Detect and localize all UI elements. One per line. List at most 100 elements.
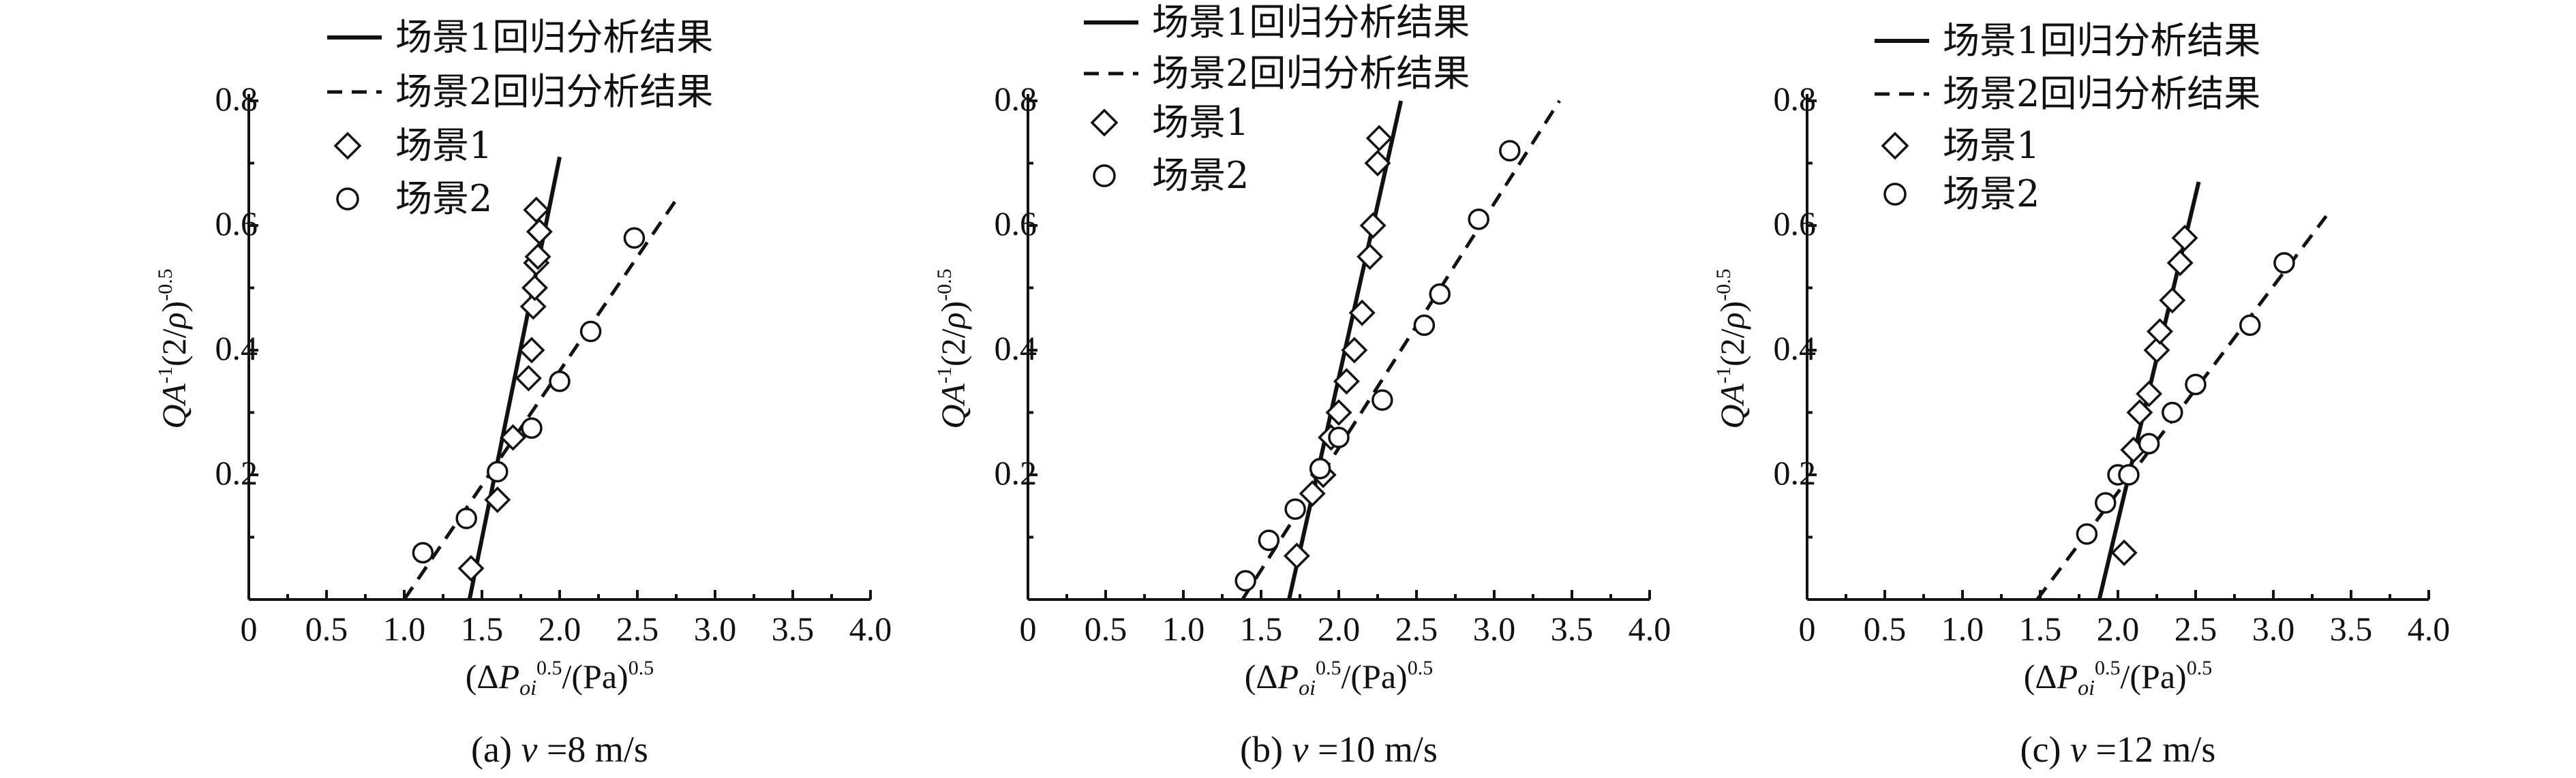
legend-label-fit1: 场景1回归分析结果 (1152, 1, 1470, 44)
regression-line-scene1 (467, 156, 562, 600)
legend-b: 场景1回归分析结果 场景2回归分析结果 场景1 场景2 (1084, 1, 1470, 197)
x-tick-label: 3.5 (772, 610, 815, 648)
data-point-scene2 (1499, 140, 1521, 161)
data-point-scene2 (1372, 389, 1393, 411)
x-tick-labels-a: 0 0.5 1.0 1.5 2.0 2.5 3.0 3.5 4.0 (241, 610, 892, 648)
data-point-scene2 (1234, 570, 1256, 592)
legend-label-fit2: 场景2回归分析结果 (1152, 52, 1470, 95)
data-point-scene1 (526, 218, 553, 245)
legend-label-fit1: 场景1回归分析结果 (1943, 19, 2260, 62)
legend-label-fit2: 场景2回归分析结果 (1943, 72, 2260, 115)
y-axis-label-c: QA-1(2/ρ)-0.5 (1712, 268, 1751, 429)
legend-label-scene2: 场景2 (395, 177, 492, 220)
legend-diamond-icon (333, 131, 362, 160)
y-tick-label: 0.8 (995, 80, 1037, 118)
data-point-scene1 (1357, 243, 1384, 270)
x-tick-label: 2.5 (2175, 610, 2217, 648)
data-point-scene2 (1309, 458, 1331, 480)
x-tick-label: 2.0 (539, 610, 581, 648)
data-point-scene2 (1429, 283, 1451, 305)
x-tick-label: 0.5 (305, 610, 348, 648)
panel-a: 场景1回归分析结果 场景2回归分析结果 场景1 场景2 0 0.5 1.0 1.… (154, 16, 892, 770)
x-tick-label: 2.5 (1395, 610, 1438, 648)
x-tick-label: 3.0 (1473, 610, 1516, 648)
legend-circle-icon (1093, 164, 1116, 187)
data-point-scene1 (1299, 480, 1326, 507)
legend-label-fit1: 场景1回归分析结果 (395, 16, 713, 59)
x-tick-label: 1.5 (1240, 610, 1283, 648)
data-point-scene2 (1328, 426, 1350, 448)
y-tick-label: 0.6 (1774, 204, 1817, 243)
x-tick-label: 0.5 (1085, 610, 1127, 648)
data-point-scene1 (2159, 287, 2186, 314)
data-point-scene2 (2076, 523, 2098, 545)
panel-b: 场景1回归分析结果 场景2回归分析结果 场景1 场景2 0 0.5 1.0 1.… (933, 1, 1671, 770)
data-point-scene1 (500, 424, 527, 451)
caption-a: (a) v =8 m/s (471, 729, 648, 770)
data-point-scene2 (1284, 498, 1306, 520)
x-tick-label: 2.5 (616, 610, 659, 648)
x-tick-label: 3.5 (2330, 610, 2373, 648)
y-tick-label: 0.4 (215, 329, 258, 367)
y-tick-labels-a: 0.2 0.4 0.6 0.8 (215, 80, 258, 492)
data-point-scene1 (524, 243, 551, 270)
regression-line-scene2 (1241, 99, 1561, 601)
data-point-scene1 (2143, 337, 2170, 364)
data-point-scene1 (523, 196, 550, 223)
x-tick-label: 1.5 (2019, 610, 2062, 648)
data-point-scene1 (1283, 542, 1310, 570)
x-tick-label: 4.0 (849, 610, 892, 648)
data-point-scene1 (1325, 399, 1352, 426)
data-point-scene2 (521, 417, 543, 439)
data-point-scene1 (2166, 249, 2194, 277)
data-point-scene1 (1348, 299, 1376, 326)
x-axis-label-b: (ΔPoi0.5/(Pa)0.5 (1245, 657, 1433, 700)
caption-c: (c) v =12 m/s (2020, 729, 2216, 770)
data-point-scene2 (623, 227, 646, 249)
legend-a: 场景1回归分析结果 场景2回归分析结果 场景1 场景2 (327, 16, 713, 220)
data-point-scene1 (515, 364, 542, 392)
x-tick-labels-b: 0 0.5 1.0 1.5 2.0 2.5 3.0 3.5 4.0 (1020, 610, 1671, 648)
y-tick-label: 0.6 (995, 204, 1037, 243)
x-tick-label: 0 (241, 610, 258, 648)
data-point-scene1 (1359, 212, 1387, 239)
caption-b: (b) v =10 m/s (1240, 729, 1438, 770)
x-tick-label: 3.5 (1551, 610, 1594, 648)
legend-label-scene2: 场景2 (1152, 154, 1249, 197)
legend-label-scene1: 场景1 (395, 124, 492, 167)
data-point-scene1 (1341, 337, 1368, 364)
data-point-scene2 (2118, 464, 2140, 486)
data-point-scene1 (518, 337, 545, 364)
data-point-scene2 (412, 542, 434, 564)
data-point-scene1 (521, 275, 548, 301)
y-tick-label: 0.2 (215, 454, 258, 492)
x-tick-label: 3.0 (694, 610, 737, 648)
x-axis-label-c: (ΔPoi0.5/(Pa)0.5 (2024, 657, 2212, 700)
y-tick-labels-c: 0.2 0.4 0.6 0.8 (1774, 80, 1817, 492)
data-point-scene1 (2126, 399, 2153, 426)
data-point-scene2 (579, 320, 602, 343)
data-point-scene1 (519, 293, 547, 320)
legend-c: 场景1回归分析结果 场景2回归分析结果 场景1 场景2 (1875, 19, 2260, 215)
data-point-scene2 (1413, 314, 1436, 337)
data-point-scene2 (455, 508, 477, 529)
legend-label-scene2: 场景2 (1943, 172, 2040, 215)
data-point-scene2 (2273, 252, 2295, 274)
data-point-scene1 (1333, 368, 1360, 395)
y-tick-label: 0.6 (215, 204, 258, 243)
data-point-scene2 (487, 461, 509, 483)
data-point-scene1 (2136, 380, 2163, 407)
x-tick-label: 1.5 (461, 610, 504, 648)
data-point-scene2 (2185, 373, 2207, 396)
data-point-scene2 (2138, 433, 2160, 454)
legend-circle-icon (336, 187, 359, 211)
y-axis-label-a: QA-1(2/ρ)-0.5 (154, 268, 193, 429)
x-tick-label: 4.0 (2408, 610, 2451, 648)
x-tick-label: 1.0 (1162, 610, 1205, 648)
legend-label-fit2: 场景2回归分析结果 (395, 70, 713, 113)
data-point-scene2 (2162, 401, 2183, 424)
x-tick-labels-c: 0 0.5 1.0 1.5 2.0 2.5 3.0 3.5 4.0 (1799, 610, 2451, 648)
x-tick-label: 4.0 (1628, 610, 1671, 648)
y-tick-label: 0.2 (1774, 454, 1817, 492)
